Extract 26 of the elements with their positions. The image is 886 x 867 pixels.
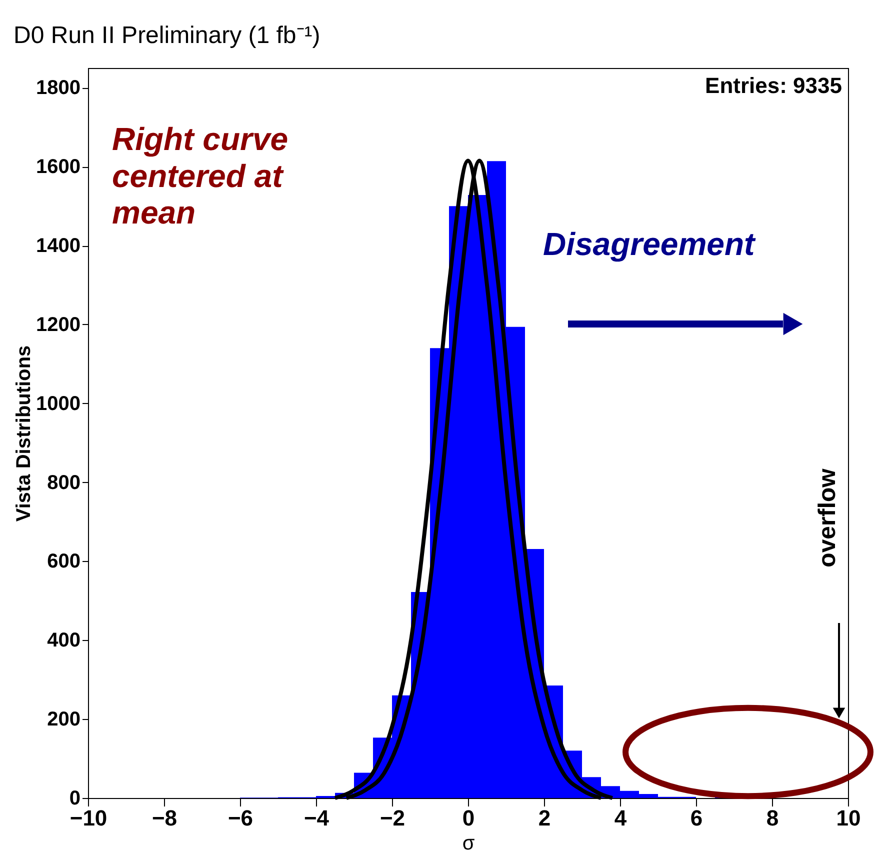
y-tick-label: 1600	[36, 156, 80, 178]
y-tick-label: 600	[47, 550, 80, 573]
annotation: Disagreement	[543, 226, 756, 262]
y-axis-title: Vista Distributions	[13, 345, 36, 522]
x-tick-label: 2	[538, 806, 551, 830]
x-tick-label: 8	[766, 806, 779, 830]
x-tick-label: 4	[614, 806, 628, 830]
y-tick-label: 1000	[36, 392, 80, 415]
x-axis-title: σ	[462, 832, 476, 854]
x-tick-label: −2	[380, 806, 406, 830]
x-tick-label: −4	[304, 806, 330, 830]
y-tick-label: 200	[47, 708, 80, 731]
x-tick-label: 6	[690, 806, 703, 830]
annotation: Right curve centered at mean	[112, 121, 288, 231]
y-tick-label: 400	[47, 630, 80, 652]
y-tick-label: 1400	[36, 235, 80, 258]
x-tick-label: −6	[228, 806, 254, 830]
annotation: Entries: 9335	[705, 73, 842, 98]
y-tick-label: 1200	[36, 314, 80, 336]
chart-title: D0 Run II Preliminary (1 fb⁻¹)	[14, 22, 320, 49]
annotation: overflow	[814, 468, 841, 568]
x-tick-label: 10	[836, 806, 861, 830]
x-tick-label: 0	[462, 806, 475, 830]
y-tick-label: 1800	[36, 77, 80, 100]
y-tick-label: 800	[47, 472, 80, 494]
x-tick-label: −8	[152, 806, 178, 830]
